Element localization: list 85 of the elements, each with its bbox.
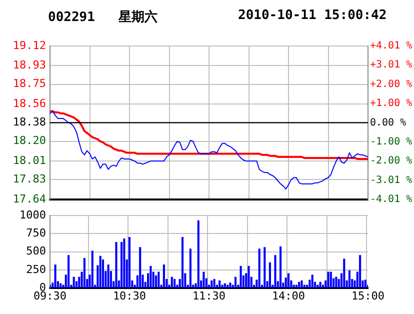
bar	[319, 282, 322, 288]
bar	[268, 262, 271, 288]
bar	[181, 236, 184, 288]
bar	[221, 284, 224, 288]
bar	[202, 272, 205, 288]
bar	[154, 275, 158, 288]
bar	[83, 258, 86, 288]
y-tick-label: 17.83	[12, 172, 46, 186]
bar	[150, 266, 152, 288]
y2-tick-label: +3.01 %	[370, 60, 412, 71]
bar	[327, 272, 330, 288]
bar	[229, 282, 232, 288]
bar	[234, 276, 237, 288]
bar	[218, 280, 221, 288]
y-tick-label: 500	[26, 244, 46, 258]
bar	[330, 272, 332, 288]
y-tick-label: 18.56	[12, 96, 46, 110]
bar	[226, 284, 229, 288]
x-tick-label: 10:30	[112, 289, 146, 302]
bar	[123, 238, 126, 288]
bar	[224, 283, 226, 288]
y2-tick-label: -1.00 %	[370, 136, 412, 148]
bar	[248, 266, 250, 288]
y-tick-label: 750	[26, 226, 46, 240]
y2-tick-label: +4.01 %	[370, 40, 412, 52]
x-tick-label: 15:00	[351, 289, 385, 302]
y-tick-label: 18.38	[12, 116, 46, 129]
bar	[162, 264, 165, 288]
bar	[139, 247, 142, 288]
bar	[107, 264, 110, 288]
y2-tick-label: -4.01 %	[370, 194, 412, 205]
bar	[311, 274, 314, 288]
bar	[292, 284, 295, 288]
bar	[240, 266, 242, 288]
bar	[75, 281, 78, 288]
bar	[300, 280, 303, 288]
bar	[213, 278, 216, 288]
y2-tick-label: +2.00 %	[370, 79, 412, 90]
bar	[274, 255, 276, 288]
bar	[287, 273, 290, 288]
bar	[348, 270, 350, 288]
bar	[295, 284, 298, 288]
x-tick-label: 11:30	[192, 289, 226, 302]
bar	[158, 272, 160, 288]
bar	[99, 256, 102, 288]
bar	[364, 280, 366, 288]
bar	[335, 276, 338, 288]
y-tick-label: 250	[26, 262, 46, 276]
bar	[115, 242, 118, 288]
bar	[264, 247, 266, 288]
bar	[170, 276, 173, 288]
y2-tick-label: -2.00 %	[370, 156, 412, 167]
y2-tick-label: +1.00 %	[370, 98, 412, 110]
bar	[359, 255, 362, 288]
bar	[54, 264, 56, 288]
bar	[197, 220, 200, 288]
bar	[210, 280, 213, 288]
bar	[258, 248, 260, 288]
bar	[60, 283, 62, 288]
bar	[91, 250, 94, 288]
bar	[280, 246, 282, 288]
bar	[174, 278, 176, 288]
bar	[128, 236, 131, 288]
bar	[298, 282, 300, 288]
y-tick-label: 18.93	[12, 58, 46, 72]
bar	[322, 284, 324, 288]
y2-tick-label: 0.00 %	[370, 117, 406, 128]
x-tick-label: 14:00	[272, 289, 306, 302]
y2-tick-label: -3.01 %	[370, 174, 412, 186]
bar	[120, 242, 123, 288]
y-tick-label: 18.01	[12, 154, 46, 167]
bar	[102, 259, 104, 288]
y-tick-label: 17.64	[12, 192, 46, 206]
bar	[316, 284, 319, 288]
y-tick-label: 19.12	[12, 38, 46, 52]
bar	[303, 284, 306, 288]
y-tick-label: 18.75	[12, 77, 46, 90]
chart-subtitle: 2010-10-11 15:00:42	[238, 8, 387, 23]
y-tick-label: 18.20	[12, 134, 46, 148]
bar	[72, 276, 75, 288]
chart-title: 002291 星期六	[48, 8, 158, 26]
y-tick-label: 1000	[20, 208, 46, 222]
bar	[68, 255, 70, 288]
bar	[189, 248, 192, 288]
bar	[343, 258, 346, 288]
